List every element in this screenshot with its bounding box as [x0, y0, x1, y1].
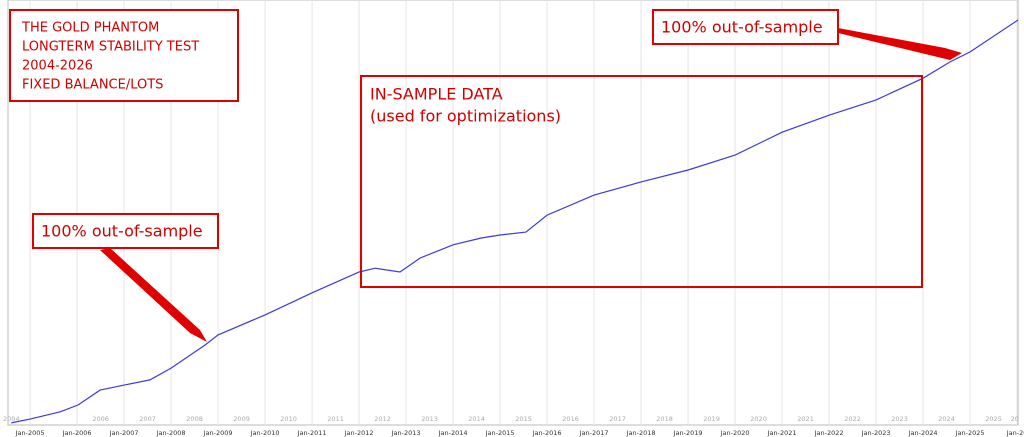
year-label: 2015 — [515, 415, 532, 423]
equity-line — [11, 19, 1019, 424]
x-tick-label: Jan-2010 — [250, 429, 280, 437]
x-tick-label: Jan-2015 — [485, 429, 515, 437]
annotation: IN-SAMPLE DATA — [370, 85, 503, 104]
year-label: 2020 — [750, 415, 767, 423]
year-label: 2024 — [938, 415, 955, 423]
year-label: 2010 — [280, 415, 297, 423]
x-tick-label: Jan-2017 — [579, 429, 609, 437]
in-sample-box — [360, 75, 923, 288]
x-tick-label: Jan-2008 — [156, 429, 186, 437]
year-label: 2018 — [656, 415, 673, 423]
year-label: 2022 — [844, 415, 861, 423]
title-line: FIXED BALANCE/LOTS — [22, 78, 163, 93]
x-tick-label: Jan-2025 — [955, 429, 985, 437]
annotation: 100% out-of-sample — [661, 18, 823, 37]
year-label: 2008 — [186, 415, 203, 423]
year-label: 2016 — [562, 415, 579, 423]
x-tick-label: Jan-2018 — [626, 429, 656, 437]
year-label: 20 — [1011, 415, 1019, 423]
x-tick-label: Jan-2019 — [673, 429, 703, 437]
x-tick-label: Jan-20 — [1006, 429, 1024, 437]
year-label: 2012 — [374, 415, 391, 423]
x-tick-label: Jan-2009 — [203, 429, 233, 437]
x-tick-label: Jan-2022 — [814, 429, 844, 437]
arrow — [838, 28, 962, 60]
year-label: 2011 — [327, 415, 344, 423]
x-tick-label: Jan-2024 — [908, 429, 938, 437]
title-line: LONGTERM STABILITY TEST — [22, 40, 199, 55]
annotation-box — [652, 9, 839, 45]
title-box — [9, 9, 239, 102]
x-tick-label: Jan-2016 — [532, 429, 562, 437]
title-line: 2004-2026 — [22, 59, 93, 74]
year-label: 2013 — [421, 415, 438, 423]
year-label: 2023 — [891, 415, 908, 423]
title-line: THE GOLD PHANTOM — [21, 21, 159, 36]
year-label: 2021 — [797, 415, 814, 423]
x-tick-label: Jan-2023 — [861, 429, 891, 437]
annotation-box — [32, 213, 219, 249]
arrow — [100, 248, 207, 342]
x-tick-label: Jan-2005 — [15, 429, 45, 437]
annotation: (used for optimizations) — [370, 107, 561, 126]
x-tick-label: Jan-2006 — [62, 429, 92, 437]
year-label: 2009 — [233, 415, 250, 423]
x-tick-label: Jan-2007 — [109, 429, 139, 437]
year-label: 2004 — [3, 415, 20, 423]
year-label: 2006 — [92, 415, 109, 423]
x-tick-label: Jan-2020 — [720, 429, 750, 437]
x-tick-label: Jan-2021 — [767, 429, 797, 437]
year-label: 2007 — [139, 415, 156, 423]
x-tick-label: Jan-2012 — [344, 429, 374, 437]
year-label: 2014 — [468, 415, 485, 423]
year-label: 2025 — [985, 415, 1002, 423]
year-label: 2017 — [609, 415, 626, 423]
x-tick-label: Jan-2013 — [391, 429, 421, 437]
x-tick-label: Jan-2014 — [438, 429, 468, 437]
annotation: 100% out-of-sample — [41, 222, 203, 241]
year-label: 2019 — [703, 415, 720, 423]
x-tick-label: Jan-2011 — [297, 429, 327, 437]
